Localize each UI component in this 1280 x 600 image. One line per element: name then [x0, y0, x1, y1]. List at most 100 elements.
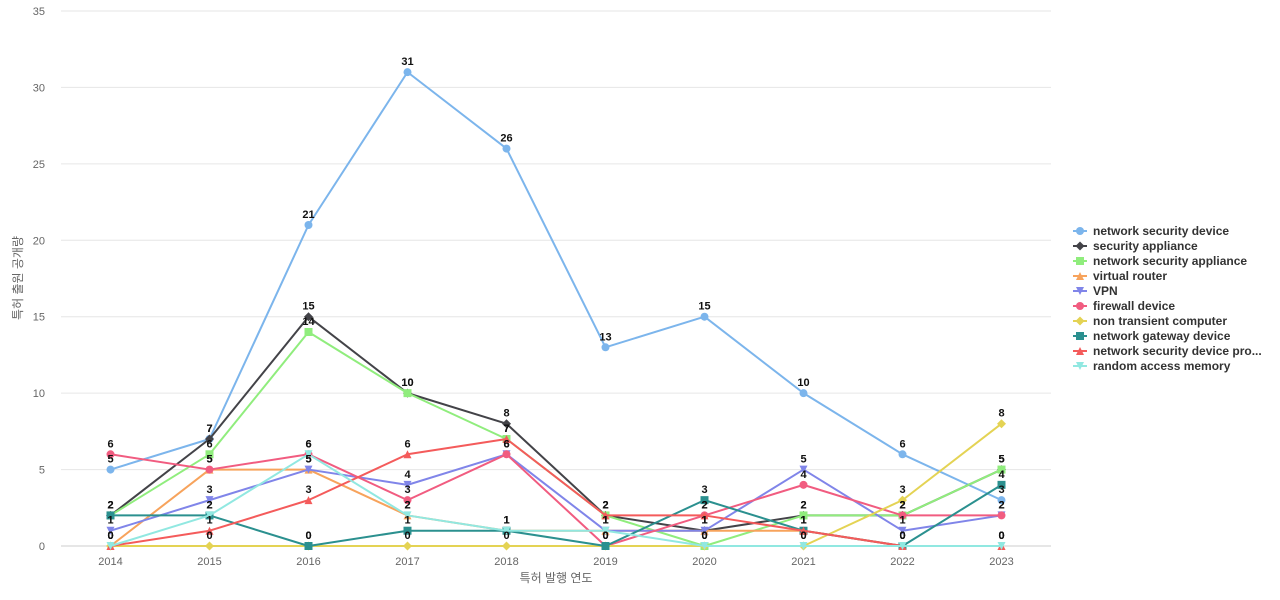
y-tick-label: 0	[39, 541, 45, 553]
x-tick-label: 2017	[395, 556, 419, 568]
series-line	[109, 468, 1003, 547]
data-point	[205, 434, 214, 444]
data-point	[502, 144, 511, 153]
data-label: 0	[998, 530, 1004, 542]
data-point	[106, 465, 115, 474]
data-label: 1	[800, 515, 806, 527]
series-security-appliance	[106, 312, 1006, 536]
legend-marker-symbol	[1075, 316, 1085, 326]
data-label: 0	[899, 530, 905, 542]
data-point	[898, 526, 907, 535]
legend-item[interactable]: firewall device	[1073, 299, 1175, 313]
y-tick-label: 20	[33, 235, 45, 247]
legend-item[interactable]: VPN	[1073, 284, 1118, 298]
data-point	[403, 389, 412, 398]
data-label: 5	[206, 454, 212, 466]
data-label: 6	[503, 438, 509, 450]
data-label: 3	[701, 484, 707, 496]
y-axis-title: 특허 출원 공개량	[11, 236, 25, 320]
y-tick-label: 15	[33, 312, 45, 324]
series-lines	[106, 68, 1006, 551]
legend-label: network security appliance	[1093, 254, 1247, 268]
data-label: 2	[899, 499, 905, 511]
data-point	[997, 496, 1006, 505]
data-label: 2	[899, 499, 905, 511]
series-line	[109, 315, 1003, 532]
data-label: 0	[305, 530, 311, 542]
data-point	[205, 526, 214, 535]
data-point	[799, 480, 808, 489]
data-label: 1	[503, 515, 509, 527]
data-label: 8	[998, 408, 1004, 420]
x-tick-label: 2020	[692, 556, 716, 568]
data-label: 1	[107, 515, 113, 527]
y-tick-label: 35	[33, 6, 45, 18]
legend-marker-symbol	[1076, 227, 1084, 235]
legend-item[interactable]: virtual router	[1073, 269, 1167, 283]
data-point	[997, 542, 1006, 550]
series-network-security-device	[106, 68, 1006, 505]
legend-marker-symbol	[1076, 287, 1084, 295]
legend-label: virtual router	[1093, 269, 1167, 283]
data-point	[997, 511, 1006, 520]
legend-label: network security device	[1093, 224, 1229, 238]
data-label: 1	[206, 515, 212, 527]
data-label: 0	[107, 530, 113, 542]
legend-marker-symbol	[1076, 302, 1084, 310]
data-point	[799, 526, 808, 535]
legend-item[interactable]: security appliance	[1073, 239, 1198, 253]
data-point	[799, 511, 808, 520]
data-label: 1	[503, 515, 509, 527]
data-label: 15	[302, 301, 314, 313]
legend-item[interactable]: network security device	[1073, 224, 1229, 238]
data-label: 5	[800, 454, 806, 466]
data-label: 13	[599, 331, 611, 343]
legend-marker-symbol	[1076, 347, 1084, 355]
data-label: 0	[602, 530, 608, 542]
data-label: 0	[602, 530, 608, 542]
data-label: 1	[701, 515, 707, 527]
series-network-security-appliance	[106, 328, 1006, 550]
data-point	[403, 541, 412, 551]
data-label: 2	[107, 499, 113, 511]
legend-marker-symbol	[1076, 362, 1084, 370]
series-line	[109, 71, 1003, 502]
data-label: 10	[401, 377, 413, 389]
data-label: 4	[404, 469, 411, 481]
data-point	[205, 511, 214, 520]
data-label: 0	[701, 530, 707, 542]
data-label: 2	[701, 499, 707, 511]
data-point	[205, 496, 214, 505]
data-point	[997, 465, 1006, 474]
data-label: 6	[305, 438, 311, 450]
data-label: 1	[602, 515, 608, 527]
data-point	[205, 541, 214, 551]
data-label: 4	[998, 469, 1005, 481]
data-label: 3	[305, 484, 311, 496]
data-point	[106, 526, 115, 535]
data-point	[700, 511, 709, 520]
data-label: 2	[800, 499, 806, 511]
data-label: 0	[899, 530, 905, 542]
data-label: 4	[800, 469, 807, 481]
data-label: 7	[503, 423, 509, 435]
legend-item[interactable]: network gateway device	[1073, 329, 1231, 343]
legend-item[interactable]: network security device pro...	[1073, 344, 1262, 358]
data-label: 3	[404, 484, 410, 496]
legend-item[interactable]: random access memory	[1073, 359, 1231, 373]
data-point	[898, 495, 907, 505]
legend-label: network gateway device	[1093, 329, 1231, 343]
data-label: 2	[206, 499, 212, 511]
data-label: 31	[401, 56, 413, 68]
data-point	[700, 542, 709, 550]
legend-label: network security device pro...	[1093, 344, 1262, 358]
series-line	[109, 453, 1003, 547]
data-label: 0	[701, 530, 707, 542]
data-label: 7	[206, 423, 212, 435]
legend-item[interactable]: network security appliance	[1073, 254, 1247, 268]
legend-label: security appliance	[1093, 239, 1198, 253]
legend-item[interactable]: non transient computer	[1073, 314, 1227, 328]
data-point	[700, 526, 709, 535]
data-label: 10	[401, 377, 413, 389]
